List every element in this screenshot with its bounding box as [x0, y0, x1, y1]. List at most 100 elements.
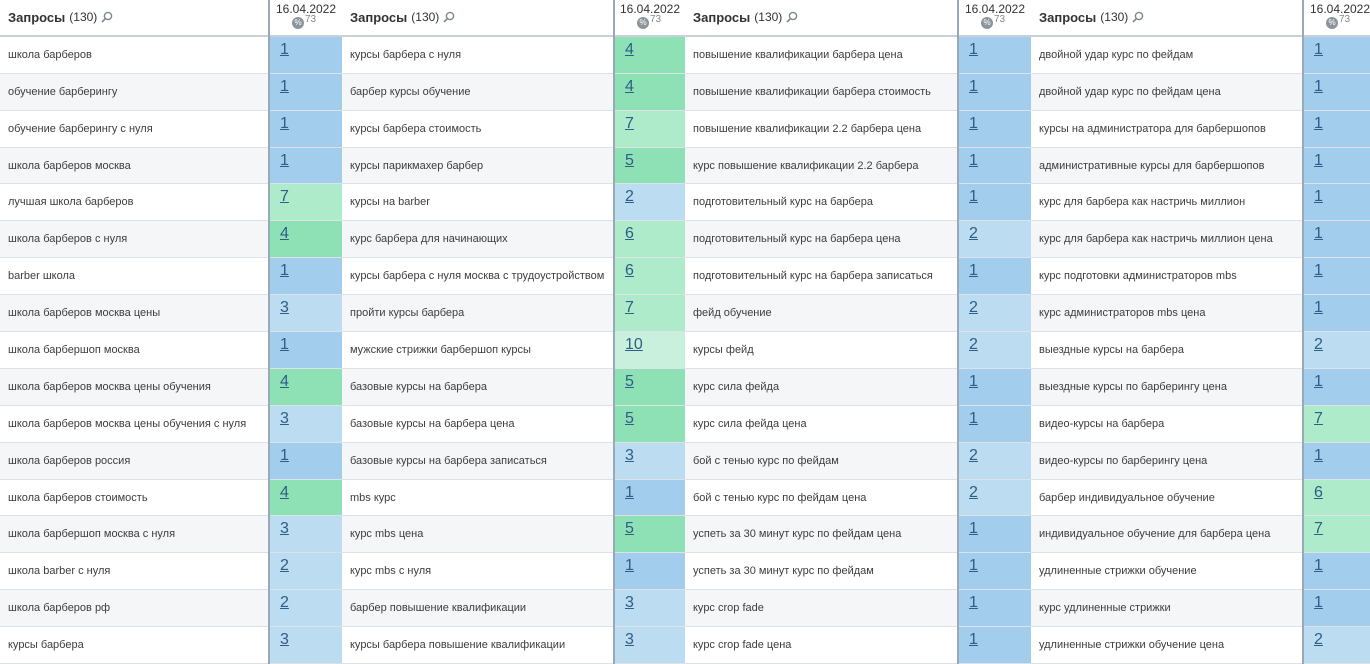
position-link[interactable]: 4: [280, 225, 289, 243]
position-link[interactable]: 1: [625, 557, 634, 575]
position-link[interactable]: 2: [969, 299, 978, 317]
position-cell: 1: [959, 258, 1031, 296]
column-block: Запросы (130) двойной удар курс по фейдам д…: [1031, 0, 1370, 664]
query-row: школа барберов: [0, 36, 268, 74]
position-link[interactable]: 4: [625, 77, 634, 95]
position-link[interactable]: 1: [969, 409, 978, 427]
percent-icon: %: [637, 17, 649, 29]
query-row: курс барбера для начинающих: [342, 221, 613, 259]
position-link[interactable]: 4: [280, 372, 289, 390]
query-row: mbs курс: [342, 479, 613, 517]
position-link[interactable]: 2: [1314, 631, 1323, 649]
queries-count: (130): [411, 10, 440, 25]
position-link[interactable]: 1: [969, 77, 978, 95]
position-link[interactable]: 3: [280, 631, 289, 649]
position-link[interactable]: 1: [280, 262, 289, 280]
date-header[interactable]: 16.04.2022% 73: [1304, 0, 1370, 37]
position-link[interactable]: 5: [625, 409, 634, 427]
position-link[interactable]: 2: [969, 336, 978, 353]
percent-icon: %: [981, 17, 993, 29]
position-link[interactable]: 3: [280, 299, 289, 317]
position-link[interactable]: 1: [969, 114, 978, 132]
position-link[interactable]: 1: [1314, 77, 1323, 95]
search-icon[interactable]: [443, 11, 455, 24]
position-link[interactable]: 1: [969, 372, 978, 390]
position-link[interactable]: 5: [625, 151, 634, 169]
position-link[interactable]: 6: [625, 225, 634, 243]
position-link[interactable]: 2: [625, 188, 634, 206]
position-link[interactable]: 3: [625, 631, 634, 649]
position-link[interactable]: 1: [1314, 594, 1323, 612]
position-link[interactable]: 1: [1314, 557, 1323, 575]
date-header[interactable]: 16.04.2022% 73: [615, 0, 685, 37]
position-cell: 7: [270, 184, 342, 222]
position-cell: 6: [1304, 479, 1370, 517]
position-link[interactable]: 1: [969, 151, 978, 169]
queries-header[interactable]: Запросы (130): [1031, 0, 1302, 37]
position-link[interactable]: 1: [1314, 299, 1323, 317]
date-header[interactable]: 16.04.2022% 73: [270, 0, 342, 37]
position-link[interactable]: 4: [280, 483, 289, 501]
position-link[interactable]: 3: [280, 520, 289, 538]
position-link[interactable]: 2: [969, 225, 978, 243]
position-link[interactable]: 5: [625, 520, 634, 538]
position-link[interactable]: 1: [1314, 225, 1323, 243]
position-link[interactable]: 4: [625, 40, 634, 58]
position-link[interactable]: 1: [969, 188, 978, 206]
position-link[interactable]: 7: [625, 114, 634, 132]
position-link[interactable]: 1: [969, 594, 978, 612]
position-link[interactable]: 2: [969, 446, 978, 464]
position-link[interactable]: 2: [1314, 336, 1323, 353]
position-cell: 1: [270, 332, 342, 369]
position-link[interactable]: 7: [625, 299, 634, 317]
queries-header[interactable]: Запросы (130): [342, 0, 613, 37]
position-link[interactable]: 1: [969, 262, 978, 280]
position-link[interactable]: 1: [280, 114, 289, 132]
position-link[interactable]: 1: [280, 77, 289, 95]
position-link[interactable]: 2: [280, 557, 289, 575]
position-link[interactable]: 3: [625, 446, 634, 464]
position-link[interactable]: 1: [280, 40, 289, 58]
position-link[interactable]: 2: [280, 594, 289, 612]
position-link[interactable]: 1: [1314, 446, 1323, 464]
position-link[interactable]: 1: [1314, 40, 1323, 58]
queries-header[interactable]: Запросы (130): [0, 0, 268, 37]
position-link[interactable]: 7: [280, 188, 289, 206]
position-link[interactable]: 1: [280, 446, 289, 464]
position-link[interactable]: 1: [1314, 151, 1323, 169]
position-link[interactable]: 1: [969, 520, 978, 538]
query-row: школа барберов стоимость: [0, 479, 268, 517]
date-header[interactable]: 16.04.2022% 73: [959, 0, 1031, 37]
position-link[interactable]: 2: [969, 483, 978, 501]
position-link[interactable]: 7: [1314, 520, 1323, 538]
position-link[interactable]: 6: [625, 262, 634, 280]
position-link[interactable]: 1: [625, 483, 634, 501]
position-link[interactable]: 1: [969, 40, 978, 58]
position-cell: 7: [1304, 405, 1370, 443]
position-link[interactable]: 1: [1314, 262, 1323, 280]
search-icon[interactable]: [101, 11, 113, 24]
position-link[interactable]: 3: [625, 594, 634, 612]
position-link[interactable]: 1: [1314, 114, 1323, 132]
position-link[interactable]: 7: [1314, 409, 1323, 427]
position-link[interactable]: 1: [969, 631, 978, 649]
query-row: фейд обучение: [685, 295, 957, 333]
query-row: базовые курсы на барбера цена: [342, 405, 613, 443]
position-cell: 3: [615, 442, 685, 480]
position-cell: 5: [615, 516, 685, 554]
position-link[interactable]: 1: [969, 557, 978, 575]
position-link[interactable]: 1: [1314, 188, 1323, 206]
position-link[interactable]: 1: [280, 151, 289, 169]
search-icon[interactable]: [786, 11, 798, 24]
position-link[interactable]: 10: [625, 336, 643, 353]
position-link[interactable]: 1: [1314, 372, 1323, 390]
query-row: подготовительный курс на барбера: [685, 184, 957, 222]
search-icon[interactable]: [1132, 11, 1144, 24]
position-link[interactable]: 3: [280, 409, 289, 427]
percent-value: 73: [650, 14, 662, 25]
position-link[interactable]: 1: [280, 336, 289, 353]
position-link[interactable]: 5: [625, 372, 634, 390]
queries-header[interactable]: Запросы (130): [685, 0, 957, 37]
position-link[interactable]: 6: [1314, 483, 1323, 501]
